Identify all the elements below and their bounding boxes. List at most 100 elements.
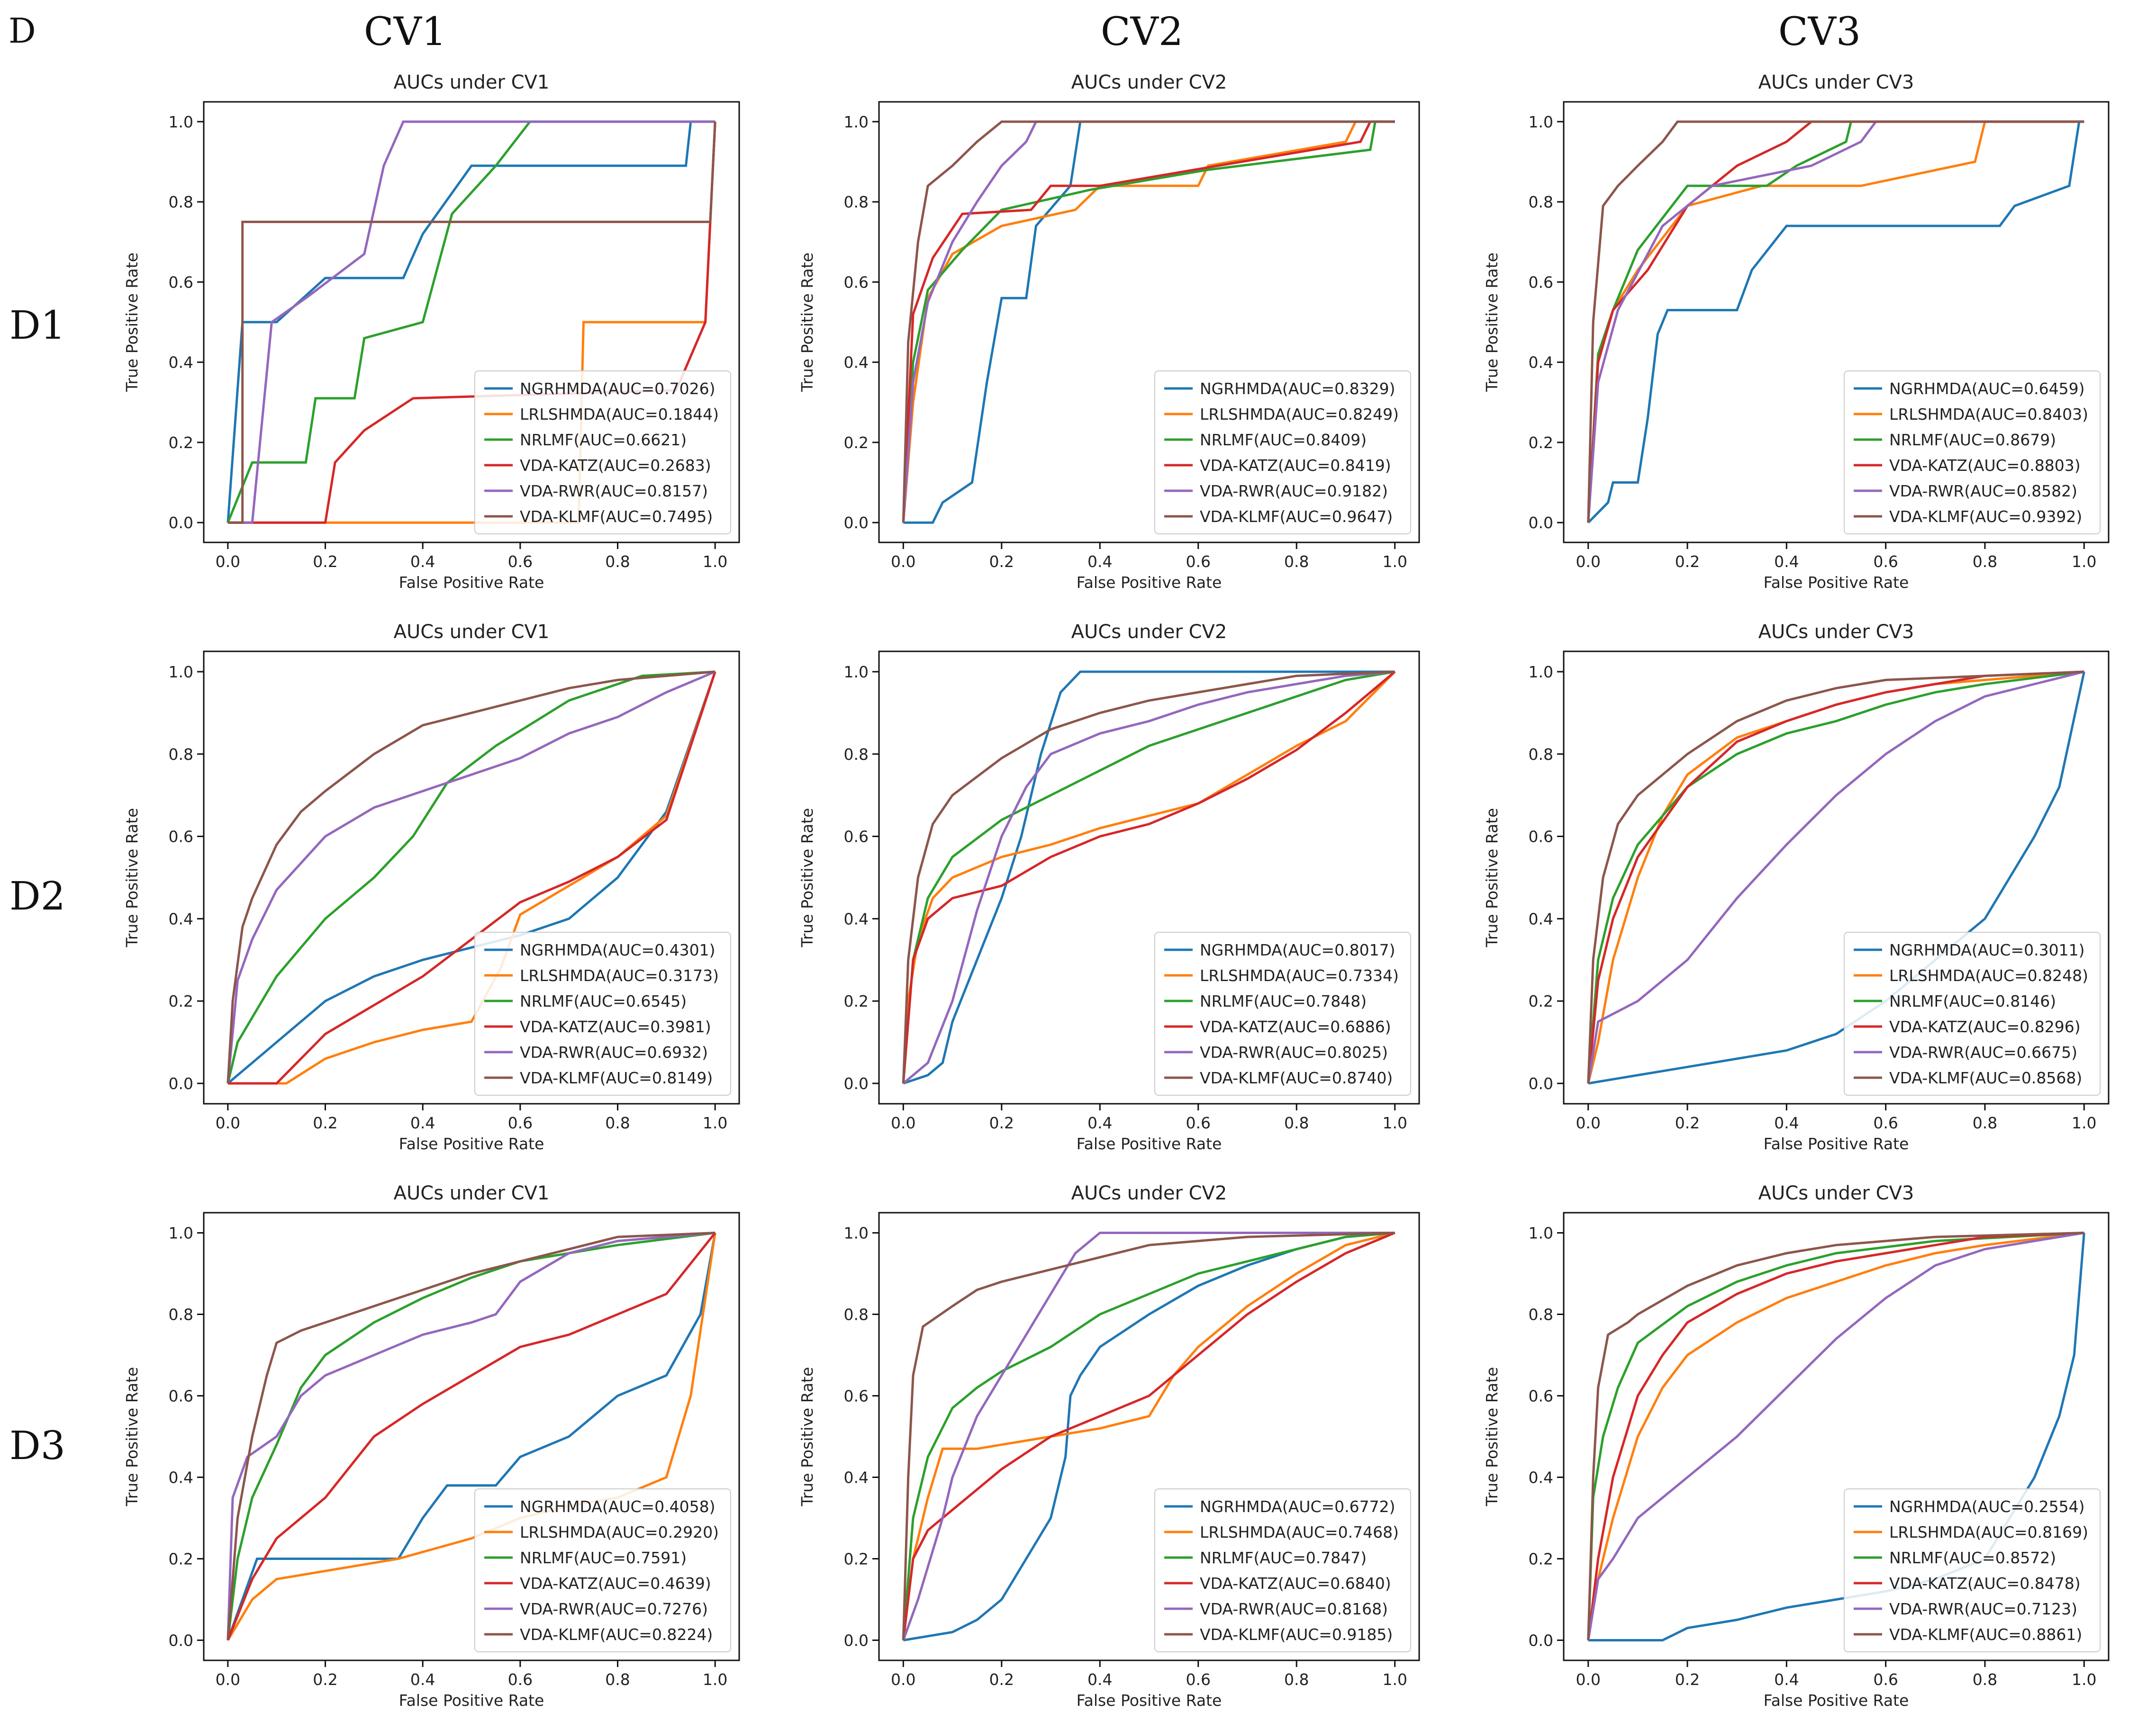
y-axis-label: True Positive Rate (123, 1367, 141, 1507)
y-tick-label: 0.0 (1529, 514, 1553, 532)
y-tick-label: 0.8 (1529, 193, 1553, 211)
roc-line-vda-rwr (902, 670, 1395, 1084)
roc-line-nrlmf (902, 120, 1395, 523)
roc-line-vda-klmf (902, 1232, 1395, 1640)
x-tick-label: 0.2 (989, 552, 1014, 571)
y-tick-label: 0.8 (844, 193, 869, 211)
y-tick-label: 1.0 (1529, 663, 1553, 681)
x-tick-label: 0.4 (410, 552, 435, 571)
x-tick-label: 0.4 (410, 1114, 435, 1132)
legend-entry-ngrhmda: NGRHMDA(AUC=0.8017) (1200, 941, 1395, 959)
y-axis-label: True Positive Rate (123, 808, 141, 948)
roc-line-vda-klmf (226, 670, 716, 1084)
x-tick-label: 0.4 (1087, 552, 1112, 571)
roc-line-vda-katz (1587, 1232, 2084, 1640)
x-axis-label: False Positive Rate (1077, 1691, 1222, 1710)
x-tick-label: 1.0 (703, 1670, 727, 1689)
x-tick-label: 0.2 (1675, 1670, 1700, 1689)
x-tick-label: 1.0 (703, 552, 727, 571)
x-tick-label: 0.4 (1774, 1114, 1799, 1132)
y-tick-label: 0.4 (1529, 353, 1553, 372)
roc-line-vda-rwr (902, 1232, 1395, 1641)
roc-line-lrlshmda (902, 1232, 1395, 1640)
legend-entry-nrlmf: NRLMF(AUC=0.8146) (1889, 992, 2056, 1010)
x-tick-label: 0.8 (1973, 1114, 1997, 1132)
roc-line-ngrhmda (903, 120, 1395, 524)
y-tick-label: 0.8 (169, 193, 193, 211)
x-tick-label: 0.6 (1873, 552, 1898, 571)
roc-line-vda-rwr (226, 1232, 716, 1640)
x-tick-label: 0.2 (1675, 1114, 1700, 1132)
y-tick-label: 0.4 (844, 910, 869, 928)
legend-entry-vda-katz: VDA-KATZ(AUC=0.8478) (1889, 1574, 2081, 1593)
legend-entry-vda-klmf: VDA-KLMF(AUC=0.8740) (1200, 1069, 1393, 1087)
y-tick-label: 0.0 (844, 514, 869, 532)
y-tick-label: 0.4 (1529, 1468, 1553, 1487)
legend-entry-vda-klmf: VDA-KLMF(AUC=0.9647) (1200, 507, 1393, 526)
y-tick-label: 0.0 (844, 1074, 869, 1093)
y-tick-label: 1.0 (169, 663, 193, 681)
chart-title: AUCs under CV2 (1071, 621, 1227, 643)
y-tick-label: 0.6 (1529, 1387, 1553, 1406)
legend-entry-vda-rwr: VDA-RWR(AUC=0.8168) (1200, 1600, 1388, 1618)
x-tick-label: 0.6 (1186, 1114, 1210, 1132)
axes-frame (878, 101, 1420, 543)
roc-panel-d1-cv2: AUCs under CV2 0.0 0.2 0.4 0.6 0.8 1.0 0.0 0.2 0.… (798, 72, 1420, 592)
x-tick-label: 0.4 (1774, 1670, 1799, 1689)
x-axis-label: False Positive Rate (1764, 573, 1909, 592)
legend-entry-nrlmf: NRLMF(AUC=0.8679) (1889, 431, 2056, 449)
legend-entry-nrlmf: NRLMF(AUC=0.6545) (520, 992, 687, 1010)
legend: NGRHMDA(AUC=0.4058) LRLSHMDA(AUC=0.2920) N… (474, 1488, 731, 1652)
roc-panel-d1-cv1: AUCs under CV1 0.0 0.2 0.4 0.6 0.8 1.0 0.0 0.2 0.… (123, 72, 740, 592)
x-tick-label: 1.0 (1382, 1670, 1407, 1689)
x-tick-label: 1.0 (1382, 552, 1407, 571)
series-lines (226, 120, 716, 524)
y-tick-label: 0.0 (169, 514, 193, 532)
x-axis-label: False Positive Rate (1764, 1135, 1909, 1153)
legend-entry-ngrhmda: NGRHMDA(AUC=0.4058) (520, 1497, 716, 1516)
y-tick-label: 0.8 (169, 745, 193, 764)
legend-entry-vda-klmf: VDA-KLMF(AUC=0.9392) (1889, 507, 2082, 526)
legend-entry-lrlshmda: LRLSHMDA(AUC=0.7468) (1200, 1523, 1399, 1541)
legend-entry-vda-katz: VDA-KATZ(AUC=0.4639) (520, 1574, 711, 1593)
y-tick-label: 0.4 (844, 353, 869, 372)
legend-entry-vda-katz: VDA-KATZ(AUC=0.8296) (1889, 1018, 2081, 1036)
x-tick-label: 0.6 (508, 1114, 533, 1132)
x-tick-label: 0.8 (605, 1114, 630, 1132)
axes-frame (1563, 650, 2110, 1105)
legend-entry-vda-rwr: VDA-RWR(AUC=0.7123) (1889, 1600, 2077, 1618)
y-axis-label: True Positive Rate (1483, 252, 1501, 392)
column-label-cv2: CV2 (1101, 9, 1183, 54)
series-lines (902, 1232, 1395, 1641)
roc-panel-d3-cv3: AUCs under CV3 0.0 0.2 0.4 0.6 0.8 1.0 0.0 0.2 0.… (1483, 1182, 2110, 1710)
x-tick-label: 0.2 (313, 1114, 337, 1132)
y-tick-label: 0.0 (844, 1631, 869, 1649)
legend-entry-vda-klmf: VDA-KLMF(AUC=0.8568) (1889, 1069, 2082, 1087)
legend-entry-vda-klmf: VDA-KLMF(AUC=0.8149) (520, 1069, 713, 1087)
legend-entry-nrlmf: NRLMF(AUC=0.8409) (1200, 431, 1367, 449)
x-tick-label: 1.0 (703, 1114, 727, 1132)
roc-line-vda-katz (227, 121, 716, 524)
axes-frame (203, 650, 740, 1105)
roc-line-ngrhmda (226, 120, 716, 523)
x-tick-label: 0.4 (410, 1670, 435, 1689)
y-axis-label: True Positive Rate (798, 808, 816, 948)
roc-line-vda-rwr (1587, 120, 2084, 523)
roc-line-vda-katz (226, 1232, 716, 1641)
roc-line-vda-klmf (1587, 1232, 2084, 1640)
x-tick-label: 1.0 (1382, 1114, 1407, 1132)
x-tick-label: 0.6 (508, 1670, 533, 1689)
x-tick-label: 1.0 (2072, 1114, 2096, 1132)
roc-panel-d2-cv2: AUCs under CV2 0.0 0.2 0.4 0.6 0.8 1.0 0.0 0.2 0.… (798, 621, 1420, 1153)
y-tick-label: 0.6 (169, 1387, 193, 1406)
x-tick-label: 0.2 (313, 1670, 337, 1689)
y-tick-label: 0.8 (844, 745, 869, 764)
y-tick-label: 0.8 (1529, 745, 1553, 764)
legend-entry-vda-klmf: VDA-KLMF(AUC=0.8861) (1889, 1625, 2082, 1644)
chart-title: AUCs under CV3 (1758, 72, 1914, 93)
y-axis-label: True Positive Rate (798, 1367, 816, 1507)
y-axis-label: True Positive Rate (123, 252, 141, 392)
y-tick-label: 0.8 (844, 1306, 869, 1324)
y-tick-label: 0.8 (1529, 1306, 1553, 1324)
x-tick-label: 0.6 (1873, 1670, 1898, 1689)
